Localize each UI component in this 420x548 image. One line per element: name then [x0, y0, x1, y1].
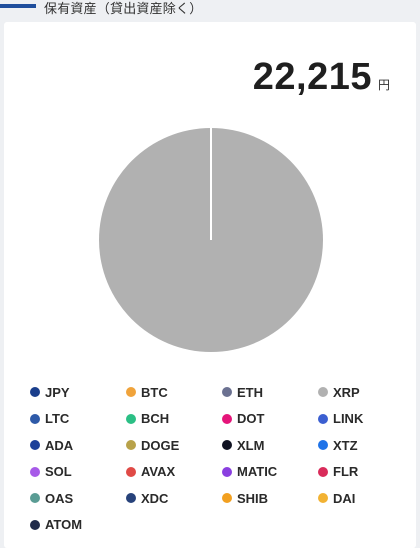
section-header: 保有資産（貸出資産除く） [0, 0, 420, 20]
legend-item-eth[interactable]: ETH [222, 383, 318, 401]
legend-label: FLR [333, 464, 359, 479]
legend-swatch [126, 413, 136, 424]
legend-swatch [126, 493, 136, 503]
legend-swatch [126, 387, 136, 397]
legend-swatch [318, 466, 328, 477]
legend-label: SOL [45, 464, 72, 479]
legend-item-sol[interactable]: SOL [30, 463, 126, 481]
legend-swatch [318, 413, 328, 424]
legend-item-xdc[interactable]: XDC [126, 489, 222, 507]
legend-label: DAI [333, 490, 356, 506]
legend-item-jpy[interactable]: JPY [30, 383, 126, 401]
legend-swatch [222, 466, 232, 477]
legend-label: OAS [45, 490, 74, 506]
legend-label: XDC [141, 490, 169, 506]
legend-label: XTZ [333, 437, 358, 453]
legend-item-xlm[interactable]: XLM [222, 436, 318, 454]
chart-legend: JPY BTC ETH XRP LTC BCH DOT LINK ADA DOGE XLM XTZ SO… [30, 383, 400, 534]
legend-label: XRP [333, 384, 360, 400]
legend-item-xrp[interactable]: XRP [318, 383, 400, 401]
legend-item-ltc[interactable]: LTC [30, 410, 126, 428]
legend-label: BTC [141, 384, 168, 400]
legend-label: ADA [45, 437, 74, 453]
legend-swatch [30, 519, 40, 530]
legend-swatch [318, 387, 328, 397]
legend-item-matic[interactable]: MATIC [222, 463, 318, 481]
legend-swatch [30, 493, 40, 503]
legend-label: LINK [333, 411, 364, 426]
legend-swatch [222, 413, 232, 424]
total-assets: 22,215 円 [253, 56, 390, 99]
asset-card: 22,215 円 JPY BTC ETH XRP LTC BCH DOT LINK ADA DOG… [4, 22, 416, 548]
legend-item-atom[interactable]: ATOM [30, 516, 126, 534]
legend-swatch [318, 440, 328, 450]
legend-label: MATIC [237, 464, 278, 479]
legend-item-dot[interactable]: DOT [222, 410, 318, 428]
legend-label: SHIB [237, 490, 269, 506]
legend-label: DOT [237, 411, 265, 426]
legend-swatch [318, 493, 328, 503]
legend-swatch [126, 440, 136, 450]
legend-swatch [126, 466, 136, 477]
legend-item-ada[interactable]: ADA [30, 436, 126, 454]
legend-label: ATOM [45, 517, 83, 532]
legend-label: ETH [237, 384, 263, 400]
legend-swatch [30, 387, 40, 397]
legend-item-btc[interactable]: BTC [126, 383, 222, 401]
legend-item-xtz[interactable]: XTZ [318, 436, 400, 454]
legend-item-avax[interactable]: AVAX [126, 463, 222, 481]
section-title: 保有資産（貸出資産除く） [44, 2, 203, 17]
legend-item-flr[interactable]: FLR [318, 463, 400, 481]
legend-swatch [30, 413, 40, 424]
legend-label: XLM [237, 437, 265, 453]
legend-label: LTC [45, 411, 70, 426]
total-unit: 円 [377, 78, 390, 92]
legend-swatch [222, 387, 232, 397]
legend-item-doge[interactable]: DOGE [126, 436, 222, 454]
legend-item-link[interactable]: LINK [318, 410, 400, 428]
legend-swatch [222, 493, 232, 503]
legend-label: AVAX [141, 464, 176, 479]
legend-item-bch[interactable]: BCH [126, 410, 222, 428]
legend-label: BCH [141, 411, 170, 426]
legend-label: DOGE [141, 437, 180, 453]
asset-pie-chart[interactable] [98, 127, 324, 353]
legend-label: JPY [45, 384, 70, 400]
legend-swatch [30, 466, 40, 477]
legend-swatch [222, 440, 232, 450]
legend-item-dai[interactable]: DAI [318, 489, 400, 507]
legend-item-oas[interactable]: OAS [30, 489, 126, 507]
legend-item-shib[interactable]: SHIB [222, 489, 318, 507]
legend-swatch [30, 440, 40, 450]
total-value: 22,215 [252, 56, 372, 98]
header-accent-bar [0, 4, 36, 8]
